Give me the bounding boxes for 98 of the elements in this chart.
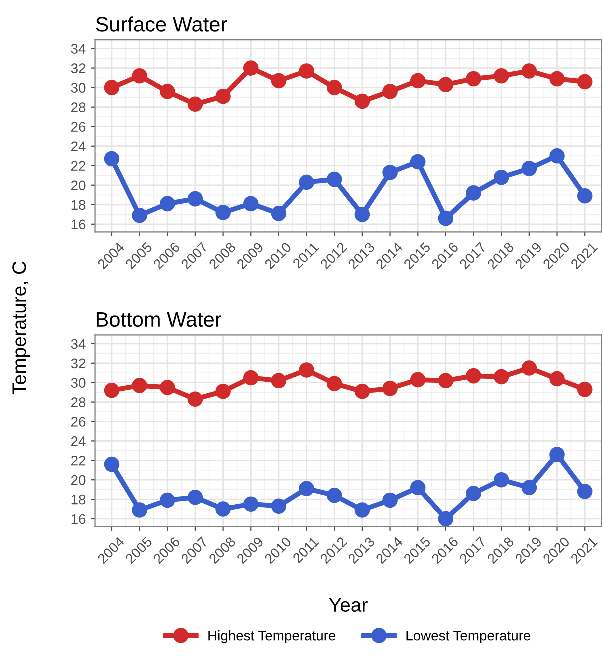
point	[577, 188, 593, 204]
point	[354, 207, 370, 222]
point	[410, 480, 426, 496]
point	[188, 191, 204, 207]
point	[577, 74, 593, 90]
y-tick-label: 24	[72, 436, 86, 446]
y-tick-label: 26	[72, 122, 86, 132]
point	[522, 64, 538, 79]
point	[243, 196, 259, 212]
y-tick-label: 22	[72, 456, 86, 466]
point	[382, 381, 398, 396]
point	[160, 196, 176, 212]
point	[271, 498, 287, 514]
point	[577, 484, 593, 500]
y-tick-label: 28	[72, 398, 86, 408]
point	[410, 154, 426, 170]
y-tick-label: 20	[72, 475, 86, 486]
point	[494, 170, 510, 186]
point	[494, 472, 510, 488]
point	[243, 370, 259, 386]
y-tick-label: 22	[72, 161, 86, 171]
point	[271, 73, 287, 89]
point	[216, 502, 231, 517]
point	[243, 496, 259, 512]
point	[160, 380, 176, 396]
point	[326, 376, 342, 392]
chart-title: Surface Water	[96, 16, 228, 32]
point	[104, 456, 120, 472]
point	[438, 511, 454, 527]
point	[132, 378, 148, 394]
point	[354, 502, 370, 518]
y-axis-title: Temperature, C	[12, 262, 30, 395]
point	[466, 486, 482, 502]
point	[299, 481, 314, 496]
point	[104, 80, 120, 96]
point	[104, 151, 120, 167]
point	[494, 68, 510, 84]
point	[188, 392, 204, 408]
y-tick-label: 24	[72, 142, 86, 152]
y-tick-label: 18	[72, 200, 86, 210]
point	[132, 208, 148, 224]
point	[299, 174, 314, 190]
point	[550, 148, 565, 164]
point	[410, 73, 426, 89]
point	[466, 368, 482, 384]
point	[104, 383, 120, 398]
point	[299, 64, 314, 79]
point	[271, 373, 287, 389]
point	[132, 502, 148, 518]
point	[299, 362, 314, 378]
point	[188, 96, 204, 112]
point	[354, 94, 370, 110]
point	[410, 372, 426, 388]
point	[466, 186, 482, 201]
point	[271, 206, 287, 222]
point	[216, 205, 231, 220]
point	[160, 492, 176, 508]
y-tick-label: 34	[71, 44, 86, 54]
y-tick-label: 16	[72, 514, 86, 524]
point	[494, 369, 510, 385]
y-tick-label: 20	[72, 180, 86, 191]
y-tick-label: 30	[71, 83, 86, 93]
point	[243, 60, 259, 76]
point	[438, 210, 454, 226]
point	[216, 384, 231, 400]
point	[577, 382, 593, 398]
point	[522, 360, 538, 376]
point	[326, 488, 342, 504]
y-tick-label: 28	[72, 102, 86, 113]
y-tick-label: 16	[72, 220, 86, 230]
point	[438, 77, 454, 93]
y-tick-label: 30	[71, 378, 86, 388]
y-tick-label: 34	[71, 339, 86, 350]
point	[522, 480, 538, 496]
legend-label: Lowest Temperature	[406, 631, 531, 644]
legend-label: Highest Temperature	[208, 630, 336, 644]
point	[550, 447, 565, 462]
y-tick-label: 26	[72, 417, 86, 427]
chart-title: Bottom Water	[96, 312, 222, 328]
point	[382, 165, 398, 180]
point	[326, 172, 342, 188]
point	[550, 371, 565, 387]
point	[216, 88, 231, 104]
x-axis-title: Year	[329, 598, 368, 612]
point	[466, 71, 482, 87]
point	[550, 71, 565, 87]
point	[160, 84, 176, 100]
y-tick-label: 32	[71, 358, 86, 369]
point	[188, 490, 204, 506]
point	[132, 68, 148, 84]
point	[522, 161, 538, 176]
point	[438, 373, 454, 389]
point	[382, 84, 398, 100]
point	[326, 80, 342, 96]
y-tick-label: 18	[72, 494, 86, 505]
y-tick-label: 32	[71, 64, 86, 74]
point	[354, 384, 370, 400]
point	[382, 492, 398, 508]
